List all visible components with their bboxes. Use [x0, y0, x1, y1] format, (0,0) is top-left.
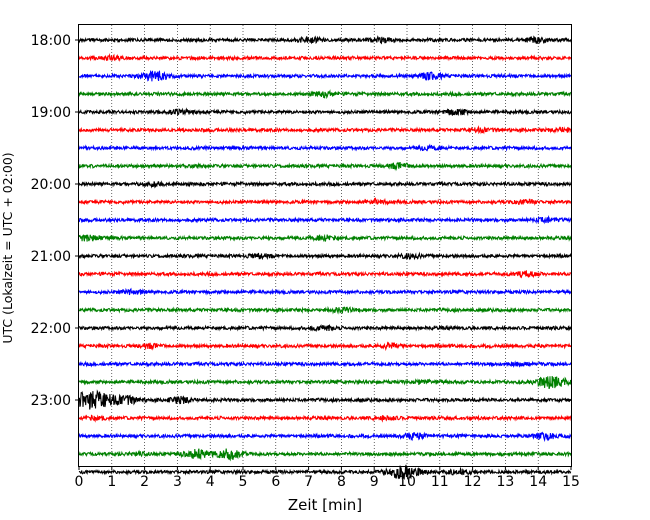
- seismogram-traces: [78, 35, 572, 480]
- plot-frame: [78, 24, 572, 467]
- trace-line: [78, 180, 572, 189]
- x-tick-label: 2: [140, 474, 149, 490]
- trace-line: [78, 448, 572, 462]
- y-tick-label: 20:00: [31, 177, 71, 193]
- x-tick-label: 10: [398, 474, 416, 490]
- trace-line: [78, 215, 572, 225]
- x-tick-label: 9: [370, 474, 379, 490]
- x-axis-label: Zeit [min]: [288, 496, 362, 514]
- y-tick-label: 23:00: [31, 393, 71, 409]
- trace-line: [78, 414, 572, 423]
- trace-line: [78, 431, 572, 443]
- trace-line: [78, 107, 572, 117]
- trace-line: [78, 125, 572, 135]
- trace-line: [78, 305, 572, 315]
- x-tick-label: 3: [173, 474, 182, 490]
- x-tick-label: 8: [337, 474, 346, 490]
- trace-line: [78, 69, 572, 82]
- x-tick-label: 4: [206, 474, 215, 490]
- trace-line: [78, 89, 572, 100]
- trace-line: [78, 360, 572, 368]
- y-axis-label: UTC (Lokalzeit = UTC + 02:00): [0, 152, 15, 343]
- trace-line: [78, 53, 572, 62]
- x-axis-ticks: 0 1 2 3 4 5 6 7 8 9 10 11 12 13 14 15: [75, 466, 580, 490]
- x-tick-label: 0: [75, 474, 84, 490]
- x-tick-label: 12: [464, 474, 482, 490]
- x-tick-label: 15: [562, 474, 580, 490]
- trace-line: [78, 341, 572, 352]
- trace-line: [78, 287, 572, 296]
- trace-line: [78, 143, 572, 152]
- x-tick-label: 11: [431, 474, 449, 490]
- trace-line: [78, 270, 572, 279]
- x-tick-label: 7: [304, 474, 313, 490]
- trace-line: [78, 389, 572, 410]
- y-tick-label: 22:00: [31, 321, 71, 337]
- y-tick-label: 19:00: [31, 105, 71, 121]
- x-tick-label: 14: [529, 474, 547, 490]
- y-tick-label: 18:00: [31, 33, 71, 49]
- trace-line: [78, 251, 572, 261]
- y-axis-ticks: 18:00 19:00 20:00 21:00 22:00 23:00: [31, 33, 79, 409]
- x-tick-label: 13: [496, 474, 514, 490]
- trace-line: [78, 161, 572, 172]
- trace-line: [78, 323, 572, 332]
- y-tick-label: 21:00: [31, 249, 71, 265]
- trace-line: [78, 197, 572, 206]
- x-tick-label: 5: [239, 474, 248, 490]
- trace-line: [78, 35, 572, 45]
- x-tick-label: 1: [107, 474, 116, 490]
- trace-line: [78, 233, 572, 243]
- trace-line: [78, 464, 572, 480]
- trace-line: [78, 375, 572, 390]
- x-tick-label: 6: [271, 474, 280, 490]
